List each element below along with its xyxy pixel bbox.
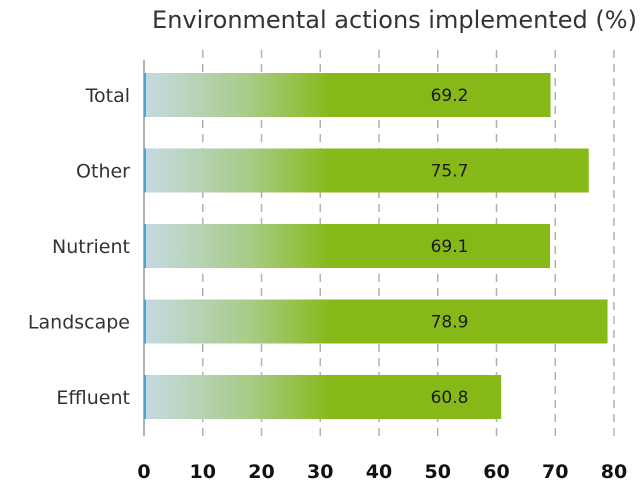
value-label-effluent: 60.8 xyxy=(431,388,469,408)
labels: 0 10 20 30 40 50 60 70 80 Total 69.2 Other 75.7 Nutri… xyxy=(28,85,627,482)
bar-total xyxy=(144,73,551,117)
value-label-other: 75.7 xyxy=(431,162,469,182)
x-tick-label-0: 0 xyxy=(137,461,150,482)
x-tick-label-30: 30 xyxy=(307,461,333,482)
chart-title: Environmental actions implemented (%) xyxy=(152,6,637,34)
bar-nutrient xyxy=(144,224,550,268)
x-tick-label-60: 60 xyxy=(483,461,509,482)
value-label-total: 69.2 xyxy=(431,86,469,106)
x-tick-label-40: 40 xyxy=(366,461,392,482)
bar-other xyxy=(144,148,589,193)
x-tick-label-10: 10 xyxy=(190,461,216,482)
value-label-landscape: 78.9 xyxy=(431,313,469,333)
bar-edge-total xyxy=(144,73,146,117)
bar-edge-nutrient xyxy=(144,224,146,268)
value-label-nutrient: 69.1 xyxy=(431,237,469,257)
category-label-other: Other xyxy=(76,161,130,183)
category-label-total: Total xyxy=(85,85,130,107)
x-tick-label-50: 50 xyxy=(425,461,451,482)
bar-edge-other xyxy=(144,148,146,193)
x-tick-label-20: 20 xyxy=(248,461,274,482)
category-label-landscape: Landscape xyxy=(28,312,130,334)
x-tick-label-70: 70 xyxy=(542,461,568,482)
bar-edge-landscape xyxy=(144,299,146,344)
x-tick-label-80: 80 xyxy=(601,461,627,482)
bar-landscape xyxy=(144,299,608,344)
bar-effluent xyxy=(144,375,502,419)
category-label-nutrient: Nutrient xyxy=(52,236,130,258)
bars xyxy=(144,73,608,419)
bar-edge-effluent xyxy=(144,375,146,419)
category-label-effluent: Effluent xyxy=(56,387,130,409)
